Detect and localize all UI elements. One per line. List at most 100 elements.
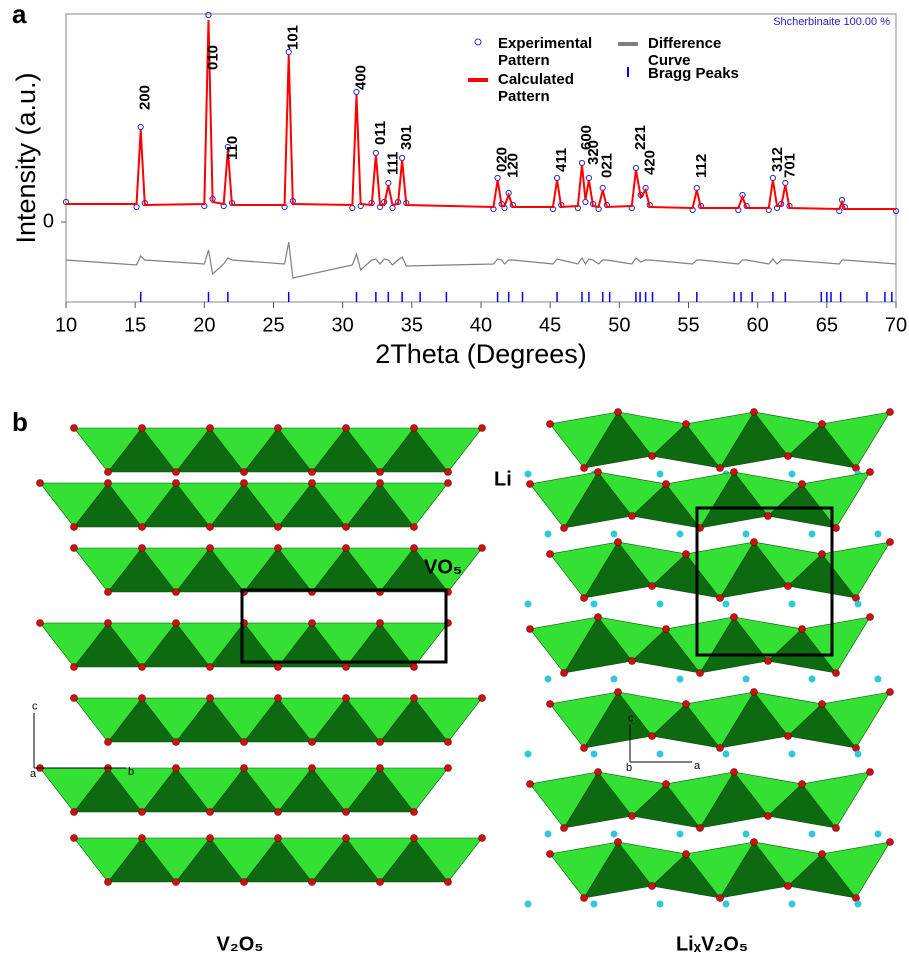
peak-label: 101	[285, 25, 302, 50]
axis-letter: c	[32, 701, 38, 713]
li-ion	[742, 530, 750, 538]
li-ion	[874, 530, 882, 538]
oxygen-atom	[70, 544, 78, 552]
oxygen-atom	[546, 420, 554, 428]
oxygen-atom	[628, 657, 636, 665]
oxygen-atom	[798, 625, 806, 633]
legend-label: Experimental Pattern	[498, 35, 592, 69]
oxygen-atom	[410, 424, 418, 432]
experimental-point	[205, 11, 212, 19]
peak-label: 021	[599, 153, 616, 178]
polyhedron	[379, 622, 449, 668]
oxygen-atom	[206, 694, 214, 702]
peak-label: 020	[494, 147, 511, 172]
peak-label: 120	[505, 153, 522, 178]
oxygen-atom	[614, 408, 622, 416]
li-ion	[610, 530, 618, 538]
peak-label: 112	[693, 154, 710, 178]
oxygen-atom	[308, 764, 316, 772]
peak-label: 110	[224, 136, 241, 160]
oxygen-atom	[376, 764, 384, 772]
oxygen-atom	[580, 594, 588, 602]
oxygen-atom	[546, 850, 554, 858]
oxygen-atom	[852, 594, 860, 602]
oxygen-atom	[682, 420, 690, 428]
experimental-point	[553, 174, 561, 182]
oxygen-atom	[138, 424, 146, 432]
oxygen-atom	[444, 738, 452, 746]
li-ion	[610, 675, 618, 683]
oxygen-atom	[716, 744, 724, 752]
oxygen-atom	[36, 619, 44, 627]
oxygen-atom	[764, 512, 772, 520]
li-ion	[788, 600, 796, 608]
oxygen-atom	[818, 700, 826, 708]
x-tick-label: 50	[608, 314, 630, 336]
oxygen-atom	[594, 468, 602, 476]
li-ion	[808, 830, 816, 838]
oxygen-atom	[560, 824, 568, 832]
structure-label: LiₓV₂O₅	[676, 933, 748, 955]
legend-marker	[474, 38, 482, 46]
oxygen-atom	[376, 468, 384, 476]
li-ion	[742, 675, 750, 683]
oxygen-atom	[138, 834, 146, 842]
oxygen-atom	[410, 523, 418, 531]
polyhedron	[821, 841, 891, 899]
oxygen-atom	[818, 420, 826, 428]
li-ion	[854, 750, 862, 758]
oxygen-atom	[206, 544, 214, 552]
oxygen-atom	[886, 688, 894, 696]
li-ion	[676, 830, 684, 838]
oxygen-atom	[682, 850, 690, 858]
oxygen-atom	[172, 764, 180, 772]
li-ion	[874, 675, 882, 683]
polyhedron	[821, 541, 891, 599]
oxygen-atom	[410, 544, 418, 552]
unit-cell	[240, 588, 448, 664]
panel-label: b	[12, 407, 28, 437]
oxygen-atom	[444, 764, 452, 772]
li-ion	[722, 750, 730, 758]
oxygen-atom	[662, 625, 670, 633]
oxygen-atom	[682, 700, 690, 708]
crystal-structures	[36, 408, 894, 908]
phase-label: Shcherbinaite 100.00 %	[773, 16, 890, 28]
y-tick-label: 0	[43, 210, 54, 232]
li-ion	[788, 750, 796, 758]
x-tick-label: 25	[262, 314, 284, 336]
li-ion	[656, 470, 664, 478]
oxygen-atom	[70, 694, 78, 702]
oxygen-atom	[172, 468, 180, 476]
oxygen-atom	[240, 479, 248, 487]
oxygen-atom	[104, 468, 112, 476]
oxygen-atom	[478, 694, 486, 702]
experimental-point	[769, 174, 776, 182]
oxygen-atom	[308, 619, 316, 627]
oxygen-atom	[70, 834, 78, 842]
oxygen-atom	[342, 523, 350, 531]
oxygen-atom	[70, 808, 78, 816]
oxygen-atom	[886, 838, 894, 846]
oxygen-atom	[594, 768, 602, 776]
li-ion	[808, 675, 816, 683]
y-axis-label: Intensity (a.u.)	[11, 72, 41, 243]
oxygen-atom	[764, 657, 772, 665]
oxygen-atom	[376, 878, 384, 886]
oxygen-atom	[730, 613, 738, 621]
x-tick-label: 60	[747, 314, 769, 336]
oxygen-atom	[410, 808, 418, 816]
experimental-point	[585, 174, 593, 182]
oxygen-atom	[36, 479, 44, 487]
oxygen-atom	[580, 744, 588, 752]
oxygen-atom	[526, 780, 534, 788]
oxygen-atom	[206, 834, 214, 842]
oxygen-atom	[172, 738, 180, 746]
oxygen-atom	[648, 582, 656, 590]
oxygen-atom	[614, 838, 622, 846]
oxygen-atom	[240, 764, 248, 772]
axis-letter: c	[628, 713, 634, 725]
peak-label: 111	[384, 152, 401, 175]
oxygen-atom	[308, 738, 316, 746]
